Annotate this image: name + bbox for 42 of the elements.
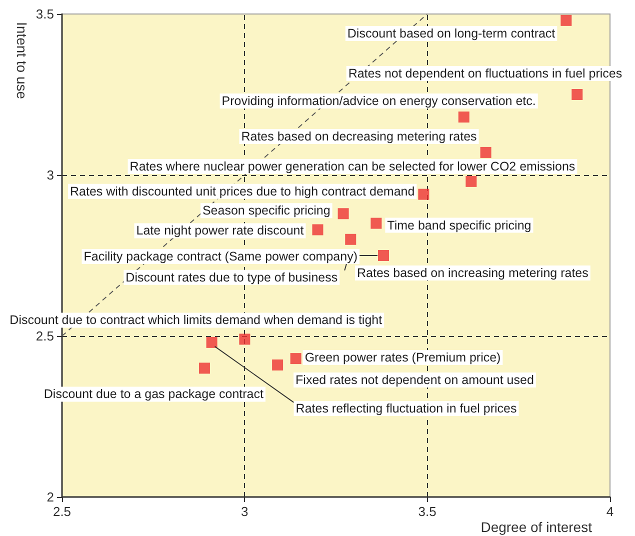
point	[272, 359, 284, 370]
annotation: Facility package contract (Same power company)	[84, 250, 358, 264]
annotation: Discount based on long-term contract	[347, 26, 556, 40]
x-tick-label: 4	[606, 504, 614, 519]
annotation: Fixed rates not dependent on amount used	[296, 372, 534, 387]
x-tick-label: 3	[241, 504, 248, 519]
annotation: Late night power rate discount	[136, 224, 304, 238]
point	[198, 362, 210, 374]
point	[312, 224, 324, 236]
annotation: Rates with discounted unit prices due to high contract demand	[70, 184, 415, 198]
point	[370, 218, 382, 229]
annotation: Discount due to a gas package contract	[44, 387, 264, 402]
point	[290, 353, 302, 364]
annotation: Season specific pricing	[202, 204, 330, 218]
point	[466, 176, 477, 187]
point	[560, 14, 572, 26]
y-tick-label: 3.5	[36, 6, 54, 22]
point	[378, 250, 389, 261]
annotation: Rates where nuclear power generation can be selected for lower CO2 emissions	[130, 159, 576, 174]
annotation: Rates not dependent on fluctuations in fuel prices	[348, 66, 622, 80]
point	[239, 334, 250, 345]
point	[206, 336, 218, 348]
y-axis-title: Intent to use	[14, 22, 30, 100]
annotation: Time band specific pricing	[387, 218, 532, 232]
annotation: Rates based on increasing metering rates	[357, 266, 588, 280]
annotation: Rates reflecting fluctuation in fuel prices	[296, 401, 517, 416]
y-tick-label: 3	[46, 168, 54, 182]
annotation: Rates based on decreasing metering rates	[241, 129, 477, 144]
annotation: Green power rates (Premium price)	[304, 350, 501, 365]
y-tick-label: 2	[46, 490, 54, 504]
point	[345, 234, 356, 245]
annotation: Discount due to contract which limits demand when demand is tight	[10, 313, 383, 328]
x-axis-title: Degree of interest	[480, 519, 592, 535]
point	[480, 146, 492, 158]
point	[338, 208, 349, 220]
annotation: Discount rates due to type of business	[126, 270, 338, 284]
y-tick-label: 2.5	[36, 328, 54, 344]
point	[458, 112, 470, 123]
x-tick-label: 3.5	[418, 504, 436, 519]
point	[418, 188, 430, 200]
annotation: Providing information/advice on energy conservation etc.	[222, 94, 536, 108]
point	[572, 89, 583, 100]
